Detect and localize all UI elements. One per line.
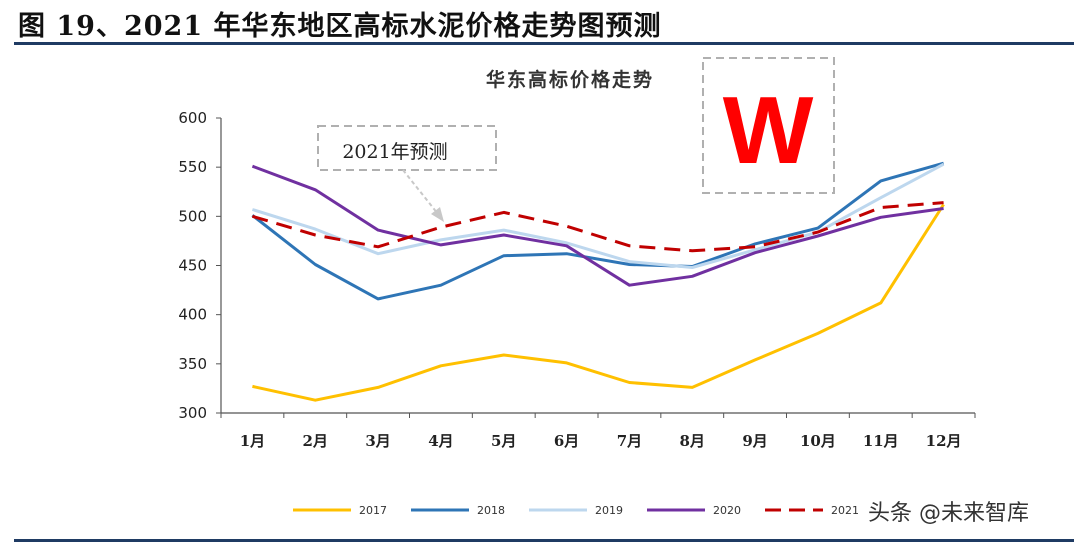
x-tick-label: 2月: [303, 432, 328, 450]
y-tick-label: 500: [178, 207, 207, 225]
x-tick-label: 1月: [240, 432, 265, 450]
annotation-arrow-head: [431, 207, 444, 222]
chart-title: 华东高标价格走势: [486, 68, 654, 91]
x-tick-label: 9月: [742, 432, 767, 450]
legend-label-2020: 2020: [713, 504, 741, 517]
x-tick-label: 3月: [365, 432, 390, 450]
x-tick-label: 7月: [617, 432, 642, 450]
series-line-2018: [251, 161, 945, 301]
annotation-arrow: [402, 169, 439, 215]
legend-label-2021: 2021: [831, 504, 859, 517]
y-tick-label: 300: [178, 404, 207, 422]
annotation-label: 2021年预测: [342, 141, 447, 163]
x-tick-label: 10月: [800, 432, 836, 450]
series-line-2020: [251, 164, 944, 287]
x-tick-label: 11月: [863, 432, 899, 450]
annotation-box: [317, 125, 497, 171]
x-tick-label: 4月: [428, 432, 453, 450]
legend-label-2017: 2017: [359, 504, 387, 517]
bottom-rule: [14, 539, 1074, 542]
x-tick-label: 8月: [680, 432, 705, 450]
figure-title: 图 19、2021 年华东地区高标水泥价格走势图预测: [18, 11, 662, 42]
legend-label-2019: 2019: [595, 504, 623, 517]
x-tick-label: 5月: [491, 432, 516, 450]
watermark: 头条 @未来智库: [868, 501, 1029, 526]
legend-label-2018: 2018: [477, 504, 505, 517]
y-tick-label: 400: [178, 306, 207, 324]
y-tick-label: 450: [178, 257, 207, 275]
y-tick-label: 550: [178, 158, 207, 176]
series-line-2019: [251, 162, 945, 269]
y-tick-label: 600: [178, 109, 207, 127]
logo-box: [702, 57, 835, 194]
x-tick-label: 6月: [554, 432, 579, 450]
y-tick-label: 350: [178, 355, 207, 373]
top-rule: [14, 42, 1074, 45]
series-line-2017: [252, 203, 945, 402]
x-tick-label: 12月: [926, 432, 962, 450]
series-line-2021: [251, 201, 944, 253]
logo-letter: W: [723, 77, 814, 184]
